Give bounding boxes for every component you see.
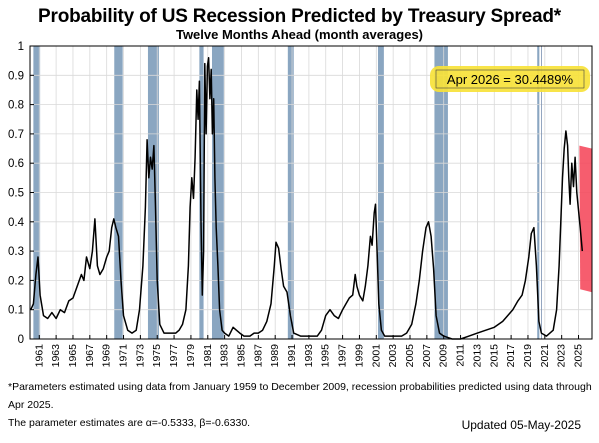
x-tick-label-12: 1985 — [235, 344, 247, 368]
footnote: *Parameters estimated using data from Ja… — [8, 378, 598, 432]
x-tick-label-29: 2019 — [522, 344, 534, 368]
x-tick-label-7: 1975 — [151, 344, 163, 368]
y-tick-label-5: 0.5 — [8, 188, 24, 200]
x-tick-label-17: 1995 — [320, 344, 332, 368]
x-tick-label-11: 1983 — [219, 344, 231, 368]
y-tick-label-0: 0 — [18, 334, 24, 346]
x-tick-label-28: 2017 — [505, 344, 517, 368]
x-tick-label-0: 1961 — [33, 344, 45, 368]
x-tick-label-26: 2013 — [471, 344, 483, 368]
y-tick-label-7: 0.7 — [8, 129, 24, 141]
red-highlight-mark — [579, 145, 592, 293]
x-tick-label-9: 1979 — [185, 344, 197, 368]
x-tick-label-24: 2009 — [438, 344, 450, 368]
x-tick-label-4: 1969 — [101, 344, 113, 368]
y-tick-label-2: 0.2 — [8, 275, 24, 287]
y-tick-label-3: 0.3 — [8, 246, 24, 258]
annotation-label: Apr 2026 = 30.4489% — [447, 72, 574, 87]
x-tick-label-20: 2001 — [370, 344, 382, 368]
footnote-line-2: The parameter estimates are α=-0.5333, β… — [8, 417, 251, 429]
x-tick-label-22: 2005 — [404, 344, 416, 368]
y-tick-label-6: 0.6 — [8, 158, 24, 170]
x-tick-label-5: 1971 — [118, 344, 130, 368]
x-tick-label-18: 1997 — [337, 344, 349, 368]
probability-line-0 — [30, 56, 584, 340]
annotation-box — [435, 69, 585, 89]
x-tick-label-3: 1967 — [84, 344, 96, 368]
y-tick-label-4: 0.4 — [8, 217, 25, 229]
x-tick-label-25: 2011 — [455, 344, 467, 367]
updated-label: Updated 05-May-2025 — [461, 418, 581, 432]
y-tick-label-10: 1 — [18, 41, 24, 53]
x-tick-label-8: 1977 — [168, 344, 180, 368]
x-tick-label-10: 1981 — [202, 344, 214, 368]
chart-title: Probability of US Recession Predicted by… — [38, 6, 561, 27]
x-tick-label-16: 1993 — [303, 344, 315, 368]
y-tick-label-1: 0.1 — [8, 305, 24, 317]
x-tick-label-2: 1965 — [67, 344, 79, 368]
x-tick-label-13: 1987 — [252, 344, 264, 368]
x-tick-label-21: 2003 — [387, 344, 399, 368]
recession-probability-chart: 0 0.1 0.2 0.3 0.4 0.5 0.6 0.7 0.8 0.9 1 1961 1963 196… — [8, 41, 593, 368]
x-tick-label-32: 2025 — [573, 344, 585, 368]
y-tick-label-8: 0.8 — [8, 100, 24, 112]
x-tick-label-31: 2023 — [556, 344, 568, 368]
x-tick-label-30: 2021 — [539, 344, 551, 368]
x-tick-label-1: 1963 — [50, 344, 62, 368]
x-tick-label-14: 1989 — [269, 344, 281, 368]
x-tick-label-6: 1973 — [134, 344, 146, 368]
x-tick-label-23: 2007 — [421, 344, 433, 368]
chart-subtitle: Twelve Months Ahead (month averages) — [175, 27, 424, 42]
y-tick-label-9: 0.9 — [8, 70, 24, 82]
footnote-line-1: *Parameters estimated using data from Ja… — [8, 381, 592, 411]
x-tick-label-27: 2015 — [488, 344, 500, 368]
x-tick-label-15: 1991 — [286, 344, 298, 368]
x-tick-label-19: 1999 — [353, 344, 365, 368]
yellow-highlight-mark — [430, 66, 590, 92]
